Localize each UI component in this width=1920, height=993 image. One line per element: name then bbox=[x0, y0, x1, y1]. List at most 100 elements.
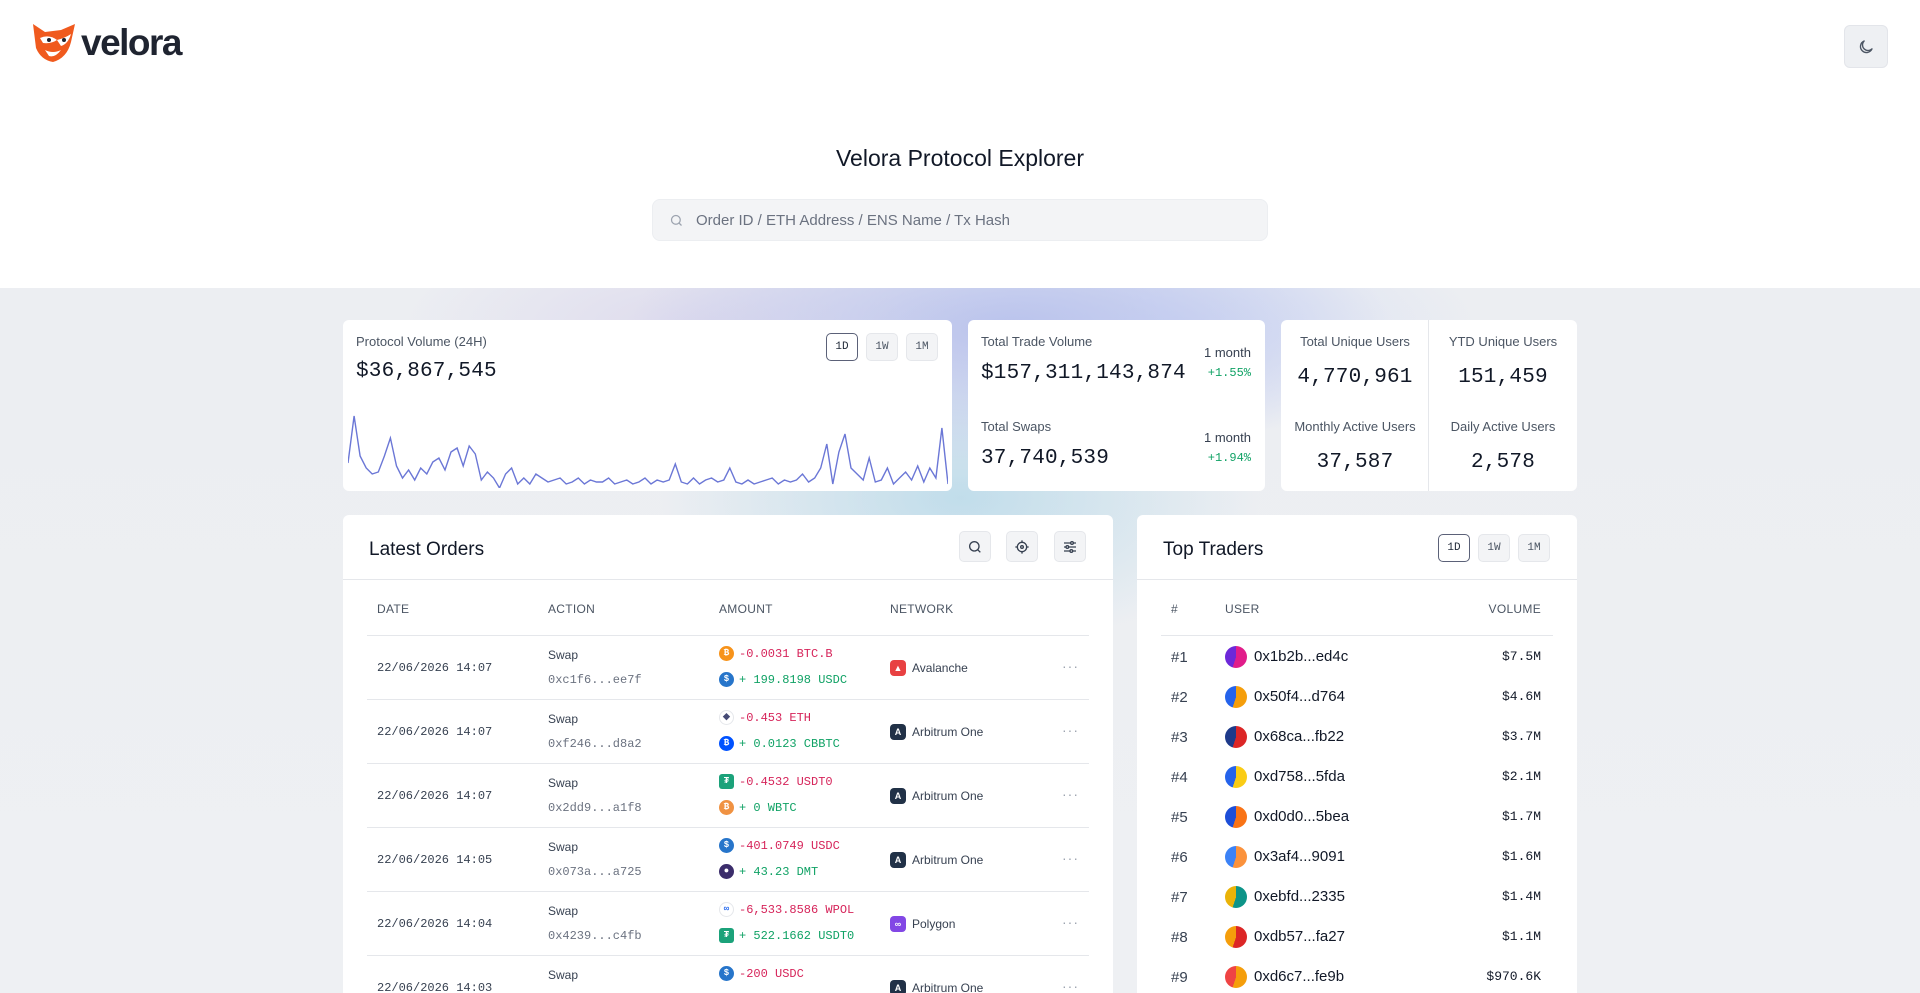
amount-out: ◆ -0.453 ETH bbox=[719, 710, 811, 725]
order-network: A Arbitrum One bbox=[890, 980, 983, 993]
daily-active-users: Daily Active Users 2,578 bbox=[1429, 405, 1577, 490]
timeframe-1m-button[interactable]: 1M bbox=[906, 333, 938, 361]
stat-label: Total Swaps bbox=[981, 419, 1052, 434]
usdc-icon: $ bbox=[719, 838, 734, 853]
total-unique-users: Total Unique Users 4,770,961 bbox=[1281, 320, 1429, 405]
trader-rank: #7 bbox=[1171, 889, 1188, 906]
more-options-icon[interactable]: ··· bbox=[1062, 914, 1079, 930]
orders-filter-button[interactable] bbox=[1054, 531, 1086, 562]
table-row[interactable]: 22/06/2026 14:07 Swap 0xc1f6...ee7f ₿ -0.003… bbox=[367, 636, 1089, 700]
order-date: 22/06/2026 14:03 bbox=[377, 981, 493, 993]
search-input[interactable] bbox=[696, 211, 1256, 229]
more-options-icon[interactable]: ··· bbox=[1062, 850, 1079, 866]
protocol-volume-label: Protocol Volume (24H) bbox=[356, 334, 487, 349]
amount-in: ₮ + 522.1662 USDT0 bbox=[719, 928, 854, 943]
velora-logo[interactable]: velora bbox=[31, 20, 183, 64]
table-row[interactable]: #4 0xd758...5fda $2.1M bbox=[1161, 757, 1551, 797]
more-options-icon[interactable]: ··· bbox=[1062, 658, 1079, 674]
page-title: Velora Protocol Explorer bbox=[835, 145, 1084, 171]
latest-orders-title: Latest Orders bbox=[369, 539, 485, 560]
table-row[interactable]: #5 0xd0d0...5bea $1.7M bbox=[1161, 797, 1551, 837]
brand-name: velora bbox=[81, 21, 183, 63]
table-row[interactable]: #8 0xdb57...fa27 $1.1M bbox=[1161, 917, 1551, 957]
trader-rank: #3 bbox=[1171, 729, 1188, 746]
table-row[interactable]: #9 0xd6c7...fe9b $970.6K bbox=[1161, 957, 1551, 993]
amount-out: $ -200 USDC bbox=[719, 966, 804, 981]
amount-in-value: + 43.23 DMT bbox=[739, 864, 819, 879]
order-tx-hash[interactable]: 0x2dd9...a1f8 bbox=[548, 801, 642, 815]
amount-in: ₿ + 0.0123 CBBTC bbox=[719, 736, 840, 751]
table-row[interactable]: #1 0x1b2b...ed4c $7.5M bbox=[1161, 637, 1551, 677]
trader-address[interactable]: 0xd6c7...fe9b bbox=[1254, 968, 1345, 985]
table-row[interactable]: 22/06/2026 14:07 Swap 0xf246...d8a2 ◆ -0.453… bbox=[367, 700, 1089, 764]
timeframe-1d-button[interactable]: 1D bbox=[1438, 534, 1470, 562]
crosshair-icon bbox=[1015, 539, 1029, 554]
monthly-active-users: Monthly Active Users 37,587 bbox=[1281, 405, 1429, 490]
stat-value: 2,578 bbox=[1470, 451, 1535, 474]
order-tx-hash[interactable]: 0xf246...d8a2 bbox=[548, 737, 642, 751]
orders-target-button[interactable] bbox=[1006, 531, 1038, 562]
more-options-icon[interactable]: ··· bbox=[1062, 722, 1079, 738]
order-tx-hash[interactable]: 0xc1f6...ee7f bbox=[548, 673, 642, 687]
search-icon bbox=[969, 540, 981, 553]
order-date: 22/06/2026 14:04 bbox=[377, 917, 493, 931]
table-row[interactable]: #7 0xebfd...2335 $1.4M bbox=[1161, 877, 1551, 917]
latest-orders-panel: Latest Orders DATE ACTION AMOUNT NETWORK… bbox=[343, 515, 1113, 993]
divider bbox=[1137, 579, 1577, 580]
amount-in: ₿ + 0 WBTC bbox=[719, 800, 797, 815]
trader-address[interactable]: 0xd0d0...5bea bbox=[1254, 808, 1350, 825]
network-name: Polygon bbox=[912, 917, 956, 931]
order-date: 22/06/2026 14:07 bbox=[377, 725, 493, 739]
order-date: 22/06/2026 14:07 bbox=[377, 789, 493, 803]
trader-address[interactable]: 0xd758...5fda bbox=[1254, 768, 1345, 785]
table-row[interactable]: #6 0x3af4...9091 $1.6M bbox=[1161, 837, 1551, 877]
order-network: A Arbitrum One bbox=[890, 788, 983, 804]
trader-address[interactable]: 0xebfd...2335 bbox=[1254, 888, 1345, 905]
amount-out: ₮ -0.4532 USDT0 bbox=[719, 774, 833, 789]
table-row[interactable]: 22/06/2026 14:05 Swap 0x073a...a725 $ -401.0… bbox=[367, 828, 1089, 892]
stat-label: Total Unique Users bbox=[1300, 334, 1410, 349]
theme-toggle-button[interactable] bbox=[1844, 25, 1888, 68]
trader-address[interactable]: 0x3af4...9091 bbox=[1254, 848, 1345, 865]
amount-in: $ + 199.8198 USDC bbox=[719, 672, 847, 687]
ytd-unique-users: YTD Unique Users 151,459 bbox=[1429, 320, 1577, 405]
order-network: A Arbitrum One bbox=[890, 724, 983, 740]
btc-icon: ₿ bbox=[719, 646, 734, 661]
table-row[interactable]: #2 0x50f4...d764 $4.6M bbox=[1161, 677, 1551, 717]
timeframe-1w-button[interactable]: 1W bbox=[1478, 534, 1510, 562]
amount-out: ₿ -0.0031 BTC.B bbox=[719, 646, 833, 661]
timeframe-1m-button[interactable]: 1M bbox=[1518, 534, 1550, 562]
trader-address[interactable]: 0x1b2b...ed4c bbox=[1254, 648, 1349, 665]
trader-volume: $4.6M bbox=[1501, 689, 1541, 704]
table-row[interactable]: 22/06/2026 14:07 Swap 0x2dd9...a1f8 ₮ -0.453… bbox=[367, 764, 1089, 828]
trader-rank: #4 bbox=[1171, 769, 1188, 786]
column-header-date: DATE bbox=[377, 602, 410, 616]
more-options-icon[interactable]: ··· bbox=[1062, 786, 1079, 802]
more-options-icon[interactable]: ··· bbox=[1062, 978, 1079, 993]
order-tx-hash[interactable]: 0x073a...a725 bbox=[548, 865, 642, 879]
table-row[interactable]: 22/06/2026 14:04 Swap 0x4239...c4fb ∞ -6,533… bbox=[367, 892, 1089, 956]
top-traders-title: Top Traders bbox=[1163, 539, 1264, 560]
order-network: A Arbitrum One bbox=[890, 852, 983, 868]
usdc-icon: $ bbox=[719, 672, 734, 687]
order-action: Swap bbox=[548, 648, 579, 662]
avatar bbox=[1225, 966, 1247, 988]
table-row[interactable]: 22/06/2026 14:03 Swap $ -200 USDC A Arbitrum … bbox=[367, 956, 1089, 993]
order-action: Swap bbox=[548, 776, 579, 790]
usdt0-icon: ₮ bbox=[719, 928, 734, 943]
order-tx-hash[interactable]: 0x4239...c4fb bbox=[548, 929, 642, 943]
timeframe-1d-button[interactable]: 1D bbox=[826, 333, 858, 361]
trader-address[interactable]: 0xdb57...fa27 bbox=[1254, 928, 1345, 945]
search-bar[interactable] bbox=[652, 199, 1268, 241]
table-row[interactable]: #3 0x68ca...fb22 $3.7M bbox=[1161, 717, 1551, 757]
orders-search-button[interactable] bbox=[959, 531, 991, 562]
order-date: 22/06/2026 14:07 bbox=[377, 661, 493, 675]
stat-period: 1 month bbox=[1204, 345, 1251, 360]
trader-address[interactable]: 0x68ca...fb22 bbox=[1254, 728, 1345, 745]
avatar bbox=[1225, 686, 1247, 708]
divider bbox=[343, 579, 1113, 580]
amount-in-value: + 199.8198 USDC bbox=[739, 672, 848, 687]
trader-address[interactable]: 0x50f4...d764 bbox=[1254, 688, 1345, 705]
timeframe-1w-button[interactable]: 1W bbox=[866, 333, 898, 361]
moon-icon bbox=[1859, 39, 1873, 53]
